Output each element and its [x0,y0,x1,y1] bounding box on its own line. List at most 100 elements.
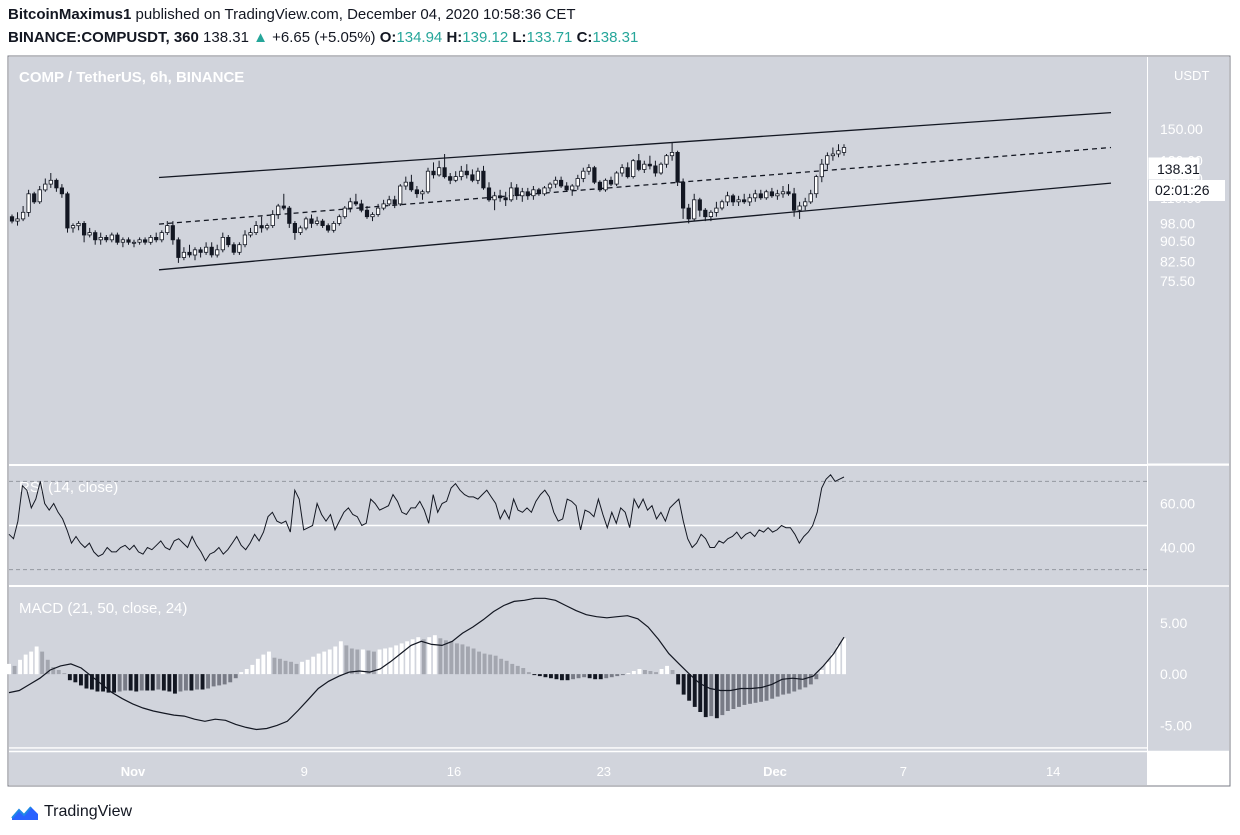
macd-histogram-bar [388,647,393,675]
macd-histogram-bar [233,674,238,679]
author-name[interactable]: BitcoinMaximus1 [8,6,132,23]
price-tick-label: 98.00 [1160,215,1195,231]
macd-histogram-bar [460,644,465,675]
rsi-line [8,474,845,562]
rsi-label: RSI (14, close) [19,479,118,496]
candle-body [231,244,236,253]
candle-body [481,170,486,189]
chart-area[interactable]: COMP / TetherUS, 6h, BINANCE USDT RSI (1… [0,0,1240,790]
macd-histogram-bar [438,638,443,675]
rsi-series [8,474,1147,571]
tradingview-footer[interactable]: TradingView [10,801,132,823]
channel-lines[interactable] [158,111,1112,271]
candle-body [664,155,669,165]
candle-body [93,232,98,241]
candle-body [542,187,547,195]
macd-pane[interactable] [9,587,1147,751]
macd-label: MACD (21, 50, close, 24) [19,600,187,617]
macd-histogram-bar [521,668,526,675]
macd-histogram-bar [90,674,94,690]
price-pane[interactable] [9,57,1147,464]
candle-body [270,214,275,227]
macd-histogram-bar [156,674,161,690]
candle-body [825,155,830,165]
macd-histogram-bar [173,674,177,694]
macd-histogram-bar [637,669,642,675]
candle-body [448,176,453,181]
candle-body [464,170,469,176]
macd-histogram-bar [504,660,509,675]
candle-body [242,234,247,246]
candle-body [115,234,120,243]
time-axis[interactable] [9,752,1147,785]
macd-histogram-bar [322,651,327,675]
macd-histogram-bar [725,674,730,711]
macd-histogram-bar [62,673,67,675]
rsi-tick-label: 60.00 [1160,496,1195,512]
candle-body [841,147,847,153]
macd-histogram-bar [615,674,620,677]
macd-histogram-bar [67,674,72,681]
macd-tick-label: 5.00 [1160,615,1187,631]
macd-histogram-bar [493,655,498,675]
macd-histogram-bar [239,672,244,675]
candle-body [65,193,70,229]
currency-label: USDT [1174,68,1209,83]
candle-body [298,227,303,233]
macd-tick-label: -5.00 [1160,717,1192,733]
candle-body [342,207,347,218]
countdown-text: 02:01:26 [1155,182,1210,198]
macd-histogram-bar [432,635,437,675]
tradingview-logo-icon [11,806,38,820]
macd-histogram-bar [101,674,105,692]
candle-body [281,205,286,209]
candle-body [387,199,392,205]
candle-body [553,179,558,185]
macd-histogram-bar [167,674,172,692]
candle-body [120,239,125,243]
macd-histogram-bar [814,674,819,680]
price-change: +6.65 (+5.05%) [272,29,376,46]
macd-histogram-bar [12,665,17,675]
macd-histogram-bar [543,674,548,678]
candle-body [797,205,802,211]
candle-body [54,179,59,189]
macd-histogram-bar [554,674,559,680]
candle-body [181,251,186,258]
time-tick-label: Dec [763,764,787,779]
macd-histogram-bar [327,649,332,675]
candle-body [26,193,31,213]
candle-body [98,236,103,241]
macd-histogram-bar [405,641,410,675]
macd-histogram-bar [150,674,155,691]
symbol-name: BINANCE:COMPUSDT, 360 [8,29,199,46]
candle-body [525,191,530,197]
rsi-tick-label: 40.00 [1160,540,1195,556]
candle-body [769,191,775,197]
macd-histogram-bar [206,674,210,689]
candle-body [442,167,447,178]
macd-histogram-bar [23,654,28,675]
candle-body [730,195,736,203]
candle-body [608,179,614,185]
candle-body [142,239,148,243]
open-value: 134.94 [396,29,443,46]
candle-body [436,167,442,176]
candle-body [264,225,270,229]
candle-body [320,220,325,227]
price-tick-label: 150.00 [1160,121,1203,137]
candle-body [359,203,364,211]
macd-histogram-bar [355,649,360,675]
macd-histogram-bar [294,663,299,675]
chart-title: COMP / TetherUS, 6h, BINANCE [19,69,244,86]
candle-body [725,195,730,203]
last-price: 138.31 [203,29,249,46]
candle-body [503,197,508,201]
candle-body [170,225,175,241]
candle-body [470,174,475,181]
candle-body [87,232,92,236]
candle-body [126,239,131,243]
macd-histogram-bar [720,674,725,716]
macd-histogram-bar [593,674,598,680]
macd-histogram-bar [665,665,669,675]
